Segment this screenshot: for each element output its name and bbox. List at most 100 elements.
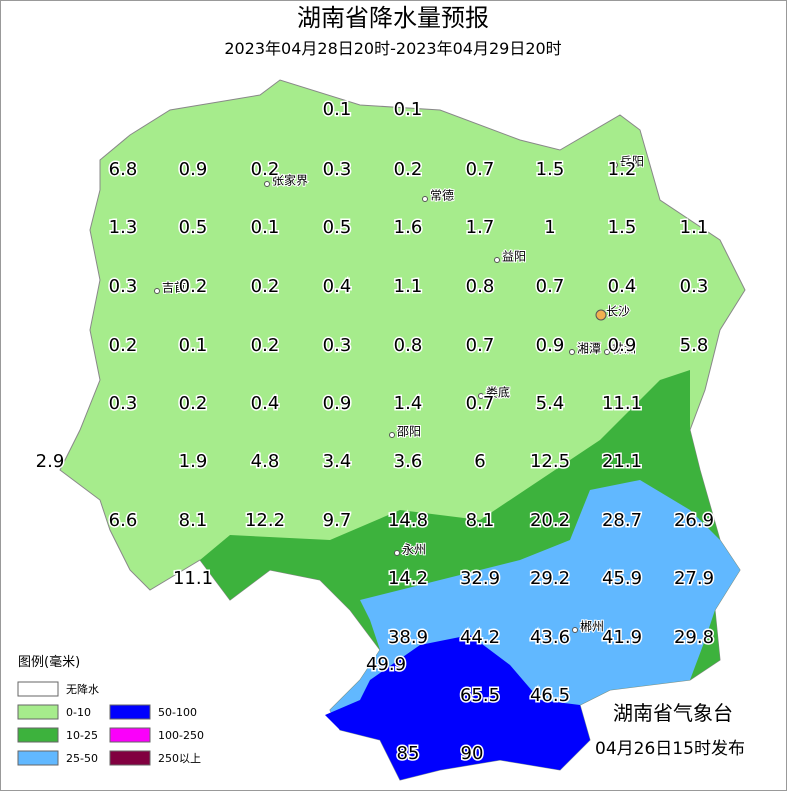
rain-value: 0.2 (251, 159, 280, 180)
rain-value: 11.1 (602, 393, 642, 414)
rain-value: 1.9 (179, 451, 208, 472)
legend-label: 100-250 (158, 729, 204, 742)
rain-value: 28.7 (602, 510, 642, 531)
rain-value: 27.9 (674, 568, 714, 589)
rain-value: 41.9 (602, 627, 642, 648)
rain-value: 1.7 (466, 217, 495, 238)
issuer: 湖南省气象台 (613, 701, 733, 725)
legend-swatch (109, 727, 151, 743)
rain-value: 2.9 (36, 451, 65, 472)
rain-value: 43.6 (530, 627, 570, 648)
rain-value: 1.1 (394, 276, 423, 297)
rain-value: 21.1 (602, 451, 642, 472)
region-50-100 (325, 635, 590, 780)
city-label: 湘潭 (577, 341, 601, 356)
rain-value: 1 (544, 217, 555, 238)
rain-value: 0.4 (251, 393, 280, 414)
legend-label: 无降水 (66, 682, 99, 696)
rain-value: 85 (397, 743, 420, 764)
rain-value: 5.8 (680, 335, 709, 356)
city-label: 娄底 (486, 385, 510, 400)
legend-swatch (17, 681, 59, 697)
rain-value: 38.9 (388, 627, 428, 648)
city-label: 常德 (430, 188, 454, 203)
rain-value: 6.6 (109, 510, 138, 531)
city-dot (154, 288, 160, 294)
rain-value: 8.1 (179, 510, 208, 531)
rain-value: 29.8 (674, 627, 714, 648)
rain-value: 20.2 (530, 510, 570, 531)
rain-value: 6.8 (109, 159, 138, 180)
rain-value: 0.2 (109, 335, 138, 356)
legend-swatch (17, 727, 59, 743)
city-label: 益阳 (502, 250, 526, 264)
rain-value: 0.3 (323, 335, 352, 356)
rain-value: 1.5 (608, 217, 637, 238)
rain-value: 90 (461, 743, 484, 764)
rain-value: 0.2 (179, 276, 208, 297)
legend-label: 0-10 (66, 706, 91, 719)
legend-title: 图例(毫米) (18, 654, 80, 670)
legend-label: 50-100 (158, 706, 197, 719)
rain-value: 32.9 (460, 568, 500, 589)
legend-swatch (17, 750, 59, 766)
rain-value: 1.2 (608, 159, 637, 180)
rain-value: 1.6 (394, 217, 423, 238)
rain-value: 14.2 (388, 568, 428, 589)
rain-value: 46.5 (530, 685, 570, 706)
rain-value: 44.2 (460, 627, 500, 648)
rain-value: 0.5 (179, 217, 208, 238)
city-label: 吉首 (162, 281, 186, 295)
city-label: 株洲 (612, 341, 636, 356)
rain-value: 4.8 (251, 451, 280, 472)
city-dot (264, 181, 270, 187)
city-dot (494, 257, 500, 263)
city-dot (478, 393, 484, 399)
rain-value: 0.1 (394, 99, 423, 120)
rain-value: 1.3 (109, 217, 138, 238)
city-label: 张家界 (272, 173, 308, 188)
rain-value: 0.3 (680, 276, 709, 297)
legend-swatch (17, 704, 59, 720)
rain-value: 1.5 (536, 159, 565, 180)
rain-value: 8.1 (466, 510, 495, 531)
city-label: 郴州 (580, 620, 604, 634)
rain-value: 0.3 (109, 276, 138, 297)
rain-value: 14.8 (388, 510, 428, 531)
legend-swatch (109, 704, 151, 720)
rain-value: 29.2 (530, 568, 570, 589)
rain-value: 0.3 (109, 393, 138, 414)
rain-value: 12.5 (530, 451, 570, 472)
rain-value: 0.4 (323, 276, 352, 297)
city-label: 永州 (402, 543, 426, 557)
rain-value: 1.4 (394, 393, 423, 414)
rain-value: 6 (474, 451, 485, 472)
rain-value: 0.9 (323, 393, 352, 414)
rain-value: 0.2 (251, 276, 280, 297)
title: 湖南省降水量预报 (297, 4, 489, 32)
rain-value: 3.6 (394, 451, 423, 472)
rain-value: 26.9 (674, 510, 714, 531)
rain-value: 0.2 (251, 335, 280, 356)
city-label: 邵阳 (397, 425, 421, 439)
rain-value: 0.1 (179, 335, 208, 356)
rain-value: 9.7 (323, 510, 352, 531)
rain-value: 0.9 (608, 335, 637, 356)
city-dot (595, 309, 607, 321)
city-dot (572, 627, 578, 633)
legend-label: 250以上 (158, 752, 201, 765)
rain-value: 0.9 (536, 335, 565, 356)
city-dot (389, 432, 395, 438)
rain-value: 11.1 (173, 568, 213, 589)
rain-value: 0.1 (323, 99, 352, 120)
issued: 04月26日15时发布 (595, 739, 745, 759)
legend-label: 10-25 (66, 729, 98, 742)
subtitle: 2023年04月28日20时-2023年04月29日20时 (224, 39, 561, 58)
rain-value: 0.7 (466, 393, 495, 414)
rain-value: 0.4 (608, 276, 637, 297)
city-label: 岳阳 (620, 155, 644, 169)
legend-swatch (109, 750, 151, 766)
rain-value: 0.7 (466, 159, 495, 180)
rain-value: 45.9 (602, 568, 642, 589)
